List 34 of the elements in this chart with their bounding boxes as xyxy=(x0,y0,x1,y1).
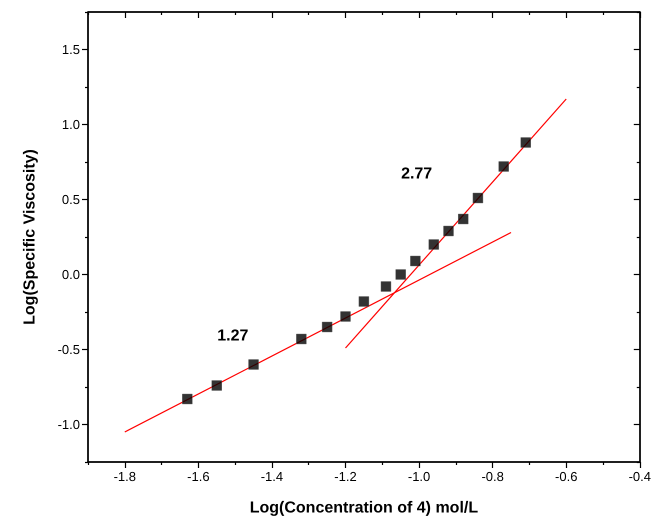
point xyxy=(358,296,370,307)
point xyxy=(380,281,392,292)
x-tick-label: -1.2 xyxy=(334,469,357,484)
point xyxy=(498,161,509,172)
y-tick-label: 1.0 xyxy=(62,117,80,132)
y-tick-label: 1.5 xyxy=(62,42,80,57)
point xyxy=(395,269,406,280)
annotation: 2.77 xyxy=(401,166,432,182)
y-tick-label: 0.5 xyxy=(62,192,80,207)
y-tick-label: -1.0 xyxy=(58,417,80,432)
y-axis-title: Log(Specific Viscosity) xyxy=(22,149,38,325)
x-axis-title: Log(Concentration of 4) mol/L xyxy=(250,500,478,516)
x-tick-label: -0.6 xyxy=(555,469,578,484)
point xyxy=(410,256,421,266)
point xyxy=(458,214,468,224)
point xyxy=(520,137,532,148)
point xyxy=(340,311,351,322)
y-tick-label: 0.0 xyxy=(62,267,80,282)
point xyxy=(296,334,307,344)
point xyxy=(428,239,440,250)
point xyxy=(443,226,454,236)
point xyxy=(248,359,259,370)
point xyxy=(182,394,193,404)
annotation: 1.27 xyxy=(217,328,248,344)
x-tick-label: -1.4 xyxy=(260,469,284,484)
point xyxy=(212,380,222,391)
y-tick-label: -0.5 xyxy=(58,342,80,357)
x-tick-label: -0.4 xyxy=(628,469,652,484)
x-tick-label: -1.8 xyxy=(114,469,136,484)
point xyxy=(472,192,484,204)
x-tick-label: -1.0 xyxy=(408,469,430,484)
x-tick-label: -0.8 xyxy=(481,469,504,484)
x-tick-label: -1.6 xyxy=(187,469,210,484)
point xyxy=(322,322,332,332)
